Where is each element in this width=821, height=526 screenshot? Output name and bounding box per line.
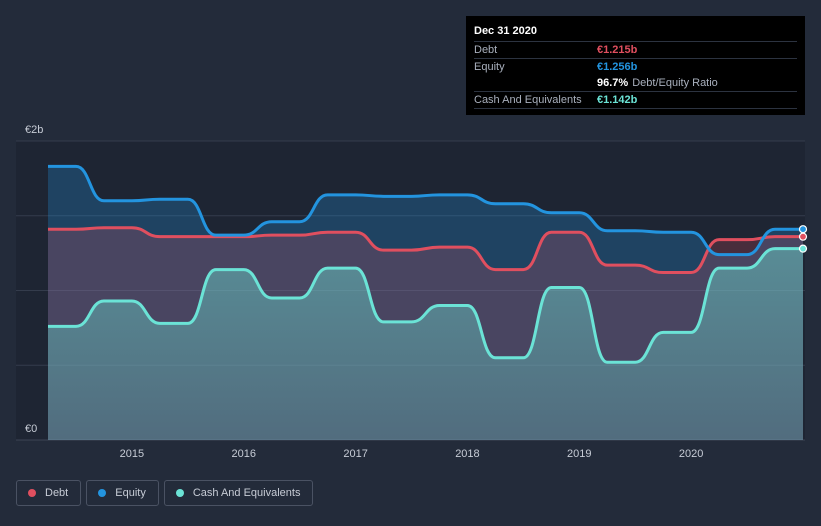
debt-line bbox=[47, 226, 804, 275]
x-tick-label: 2017 bbox=[343, 448, 367, 460]
legend-debt-label: Debt bbox=[45, 487, 69, 499]
x-tick-label: 2019 bbox=[567, 448, 591, 460]
legend-item-debt[interactable]: Debt bbox=[16, 480, 82, 506]
debt-end-marker bbox=[798, 232, 808, 241]
tooltip-debt-value: €1.215b bbox=[597, 44, 638, 56]
series-areas bbox=[48, 166, 803, 441]
tooltip-ratio-value: 96.7% bbox=[597, 77, 629, 89]
equity-dot-icon bbox=[98, 489, 107, 497]
legend-item-equity[interactable]: Equity bbox=[86, 480, 159, 506]
tooltip-debt-label: Debt bbox=[474, 44, 498, 56]
cash-dot-icon bbox=[175, 489, 184, 497]
tooltip-date: Dec 31 2020 bbox=[474, 24, 797, 42]
x-tick-label: 2018 bbox=[455, 448, 479, 460]
legend-equity-label: Equity bbox=[115, 487, 146, 499]
tooltip-cash-label: Cash And Equivalents bbox=[474, 94, 582, 106]
equity-line bbox=[48, 164, 803, 257]
series-lines bbox=[47, 164, 804, 364]
tooltip-ratio-row: 96.7% Debt/Equity Ratio bbox=[474, 75, 797, 92]
tooltip-cash-value: €1.142b bbox=[597, 94, 638, 106]
tooltip-ratio-label: Debt/Equity Ratio bbox=[632, 77, 718, 89]
equity-end-marker bbox=[798, 225, 808, 234]
tooltip-equity-value: €1.256b bbox=[597, 61, 638, 73]
legend-item-cash[interactable]: Cash And Equivalents bbox=[163, 480, 314, 506]
y-tick-bottom: €0 bbox=[25, 423, 38, 435]
cash-area bbox=[48, 248, 803, 440]
x-tick-label: 2016 bbox=[231, 448, 255, 460]
data-tooltip: Dec 31 2020 Debt €1.215b Equity €1.256b … bbox=[466, 16, 805, 115]
x-tick-label: 2015 bbox=[120, 448, 144, 460]
cash-end-marker bbox=[798, 244, 808, 253]
y-tick-top: €2b bbox=[25, 124, 44, 136]
x-tick-label: 2020 bbox=[679, 448, 703, 460]
cash-line bbox=[47, 247, 803, 364]
tooltip-equity-label: Equity bbox=[474, 61, 505, 73]
tooltip-debt-row: Debt €1.215b bbox=[474, 42, 797, 59]
tooltip-equity-row: Equity €1.256b bbox=[474, 59, 797, 75]
series-end-markers bbox=[798, 225, 808, 253]
chart-legend: Debt Equity Cash And Equivalents bbox=[16, 480, 314, 506]
legend-cash-label: Cash And Equivalents bbox=[192, 487, 301, 499]
tooltip-cash-row: Cash And Equivalents €1.142b bbox=[474, 92, 797, 109]
debt-dot-icon bbox=[28, 489, 36, 497]
x-axis-ticks: 2015 2016 2017 2018 2019 2020 bbox=[120, 448, 704, 460]
